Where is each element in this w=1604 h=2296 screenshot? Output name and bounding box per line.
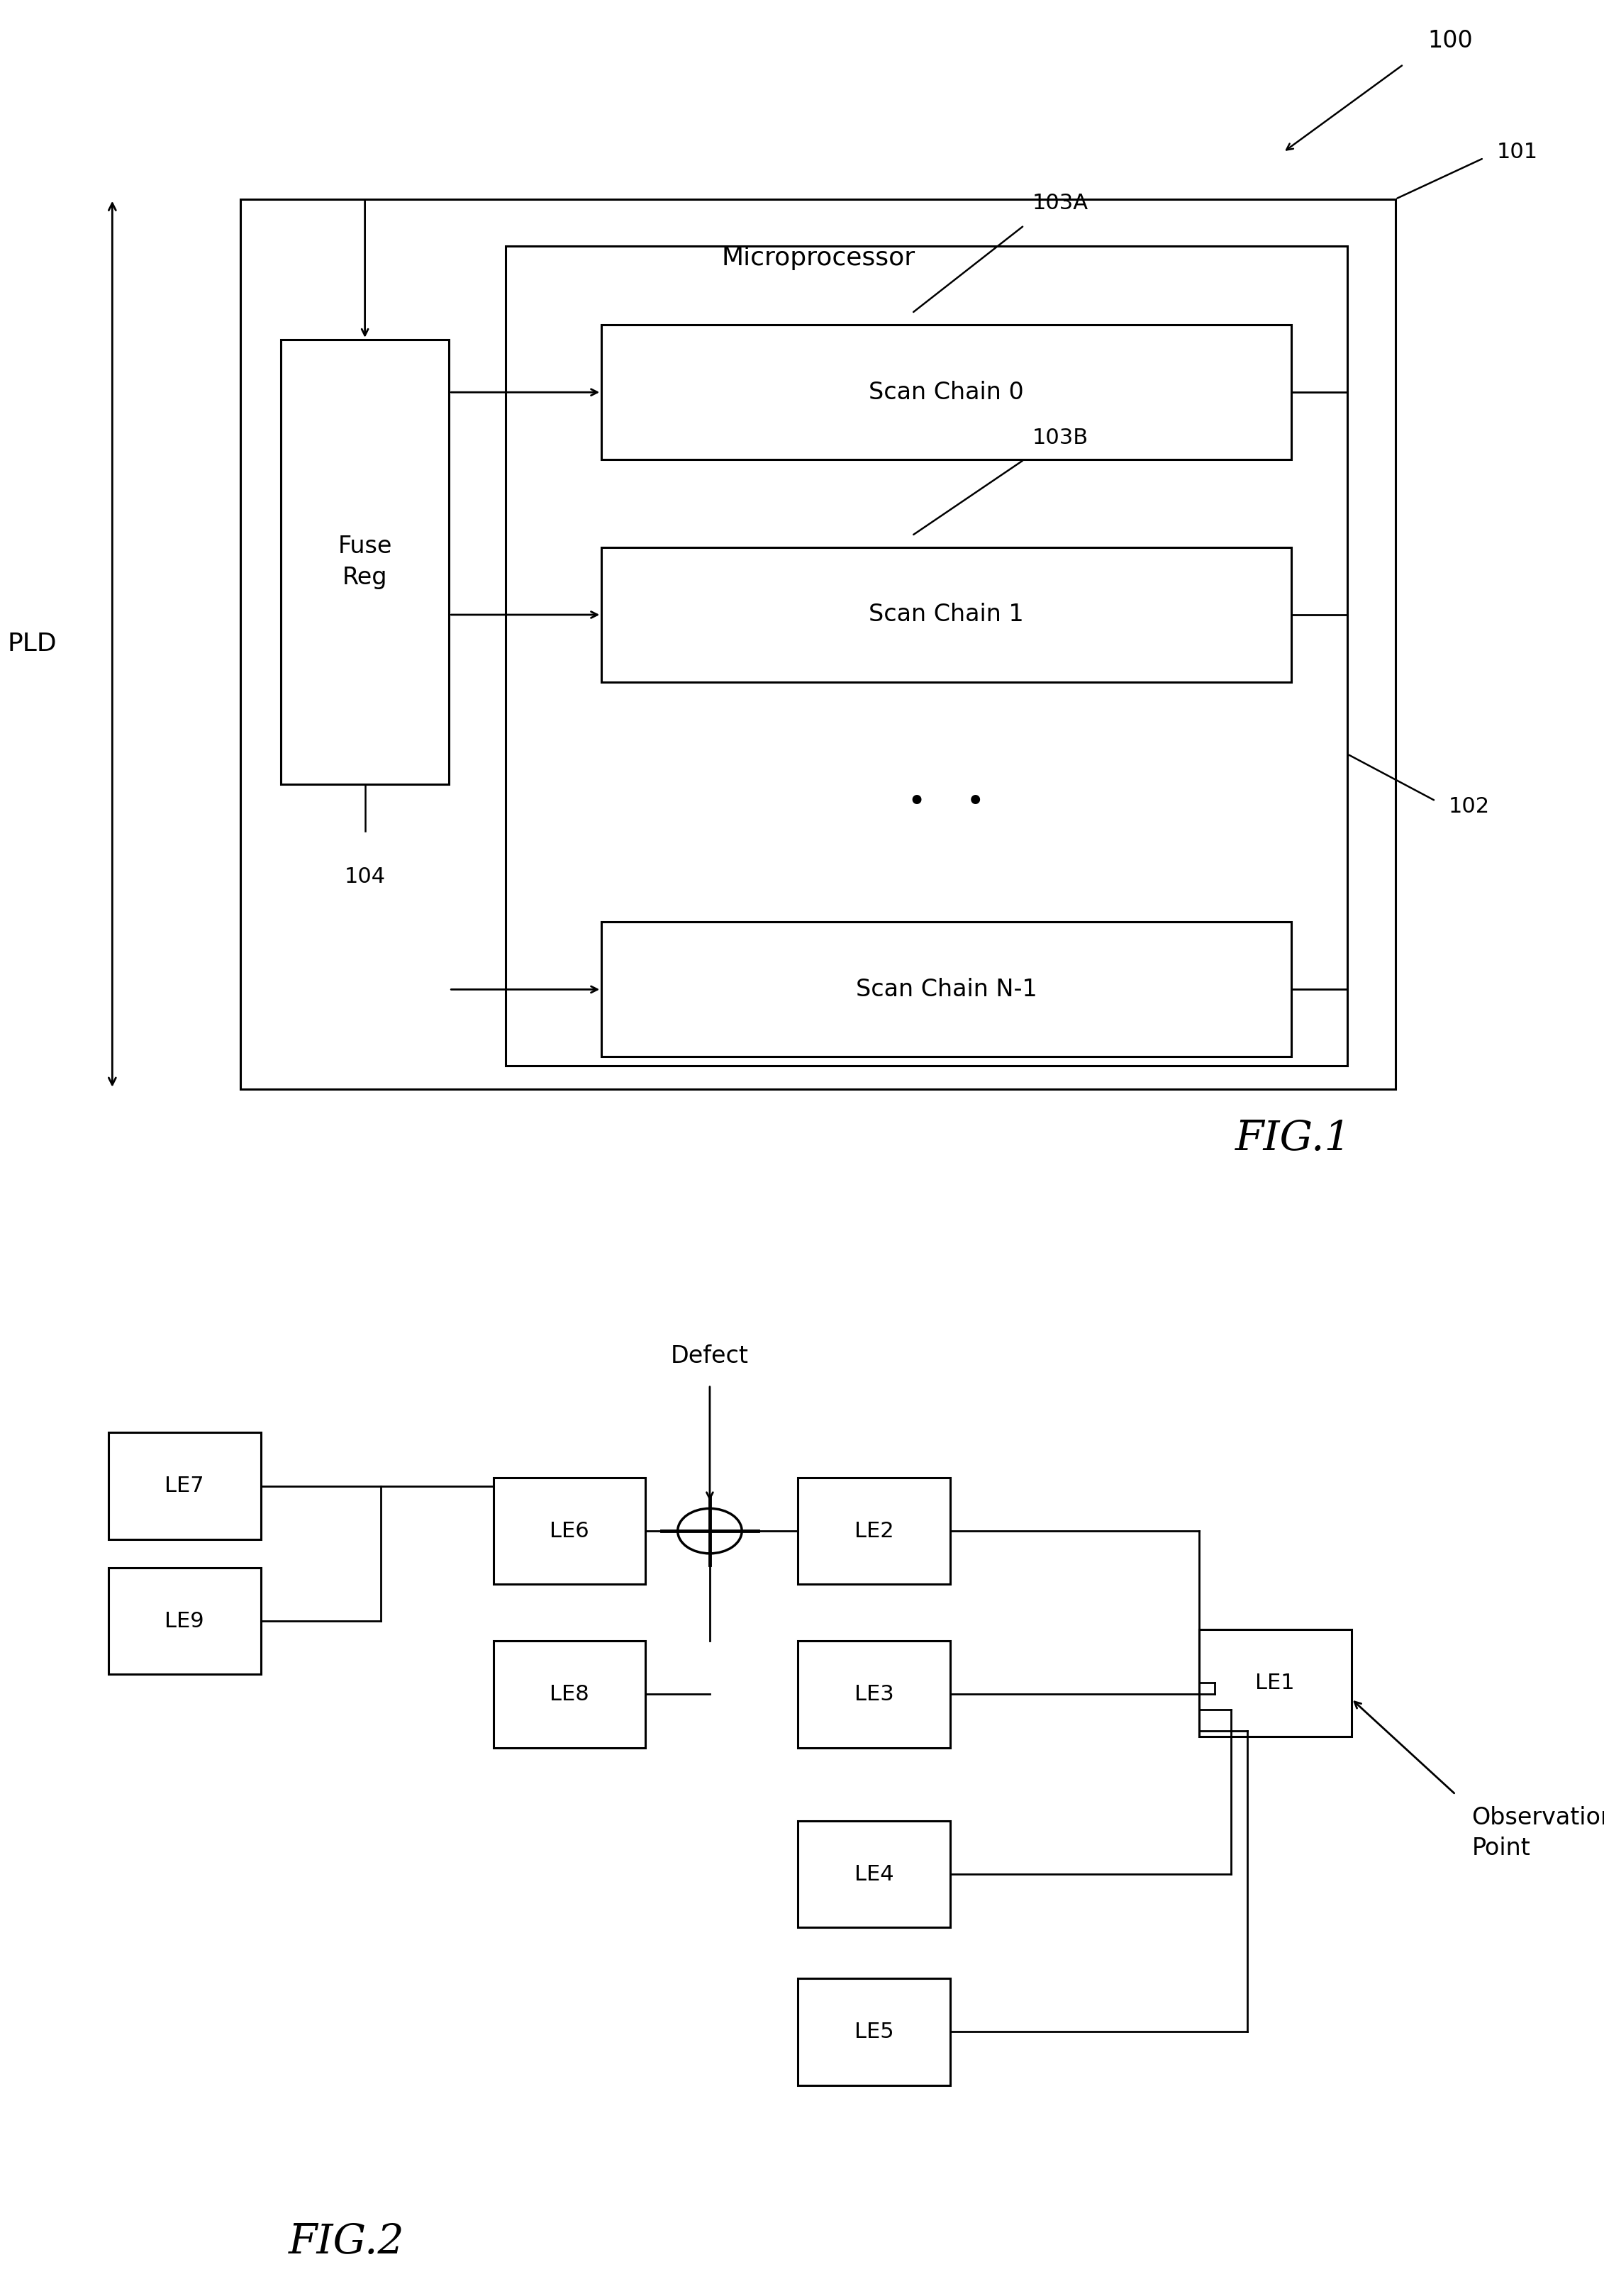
Text: Fuse
Reg: Fuse Reg (338, 535, 391, 590)
Bar (799, 1821, 950, 1929)
Text: Scan Chain 1: Scan Chain 1 (869, 604, 1023, 627)
Bar (602, 546, 1291, 682)
Bar (109, 1568, 260, 1674)
Text: LE1: LE1 (1256, 1671, 1294, 1692)
Bar (799, 1979, 950, 2085)
Text: 100: 100 (1428, 30, 1472, 53)
Text: LE8: LE8 (550, 1683, 589, 1704)
Text: 104: 104 (345, 866, 385, 886)
Text: LE6: LE6 (550, 1520, 589, 1541)
Text: Defect: Defect (670, 1345, 749, 1368)
Bar (602, 326, 1291, 459)
Text: Scan Chain 0: Scan Chain 0 (869, 381, 1023, 404)
Text: 102: 102 (1448, 797, 1490, 817)
Text: •    •: • • (908, 788, 985, 817)
Text: 101: 101 (1497, 142, 1538, 163)
Bar (109, 1433, 260, 1538)
Text: LE3: LE3 (855, 1683, 893, 1704)
Bar (241, 200, 1395, 1088)
Text: PLD: PLD (8, 631, 56, 657)
Circle shape (677, 1508, 741, 1554)
Bar (1198, 1630, 1351, 1736)
Text: Observation
Point: Observation Point (1471, 1805, 1604, 1860)
Bar (281, 340, 449, 785)
Text: Microprocessor: Microprocessor (722, 246, 914, 271)
Bar (602, 923, 1291, 1056)
Bar (799, 1479, 950, 1584)
Text: LE2: LE2 (855, 1520, 893, 1541)
Text: Scan Chain N-1: Scan Chain N-1 (855, 978, 1038, 1001)
Text: LE9: LE9 (165, 1612, 204, 1630)
Bar (492, 1479, 645, 1584)
Text: LE5: LE5 (855, 2020, 893, 2041)
Bar (799, 1642, 950, 1747)
Text: FIG.2: FIG.2 (289, 2223, 404, 2262)
Text: 103A: 103A (1033, 193, 1088, 214)
Text: LE7: LE7 (165, 1476, 204, 1497)
Text: 103B: 103B (1033, 427, 1088, 448)
Text: FIG.1: FIG.1 (1235, 1118, 1351, 1159)
Bar (492, 1642, 645, 1747)
Text: LE4: LE4 (855, 1864, 893, 1885)
Bar (505, 246, 1347, 1065)
